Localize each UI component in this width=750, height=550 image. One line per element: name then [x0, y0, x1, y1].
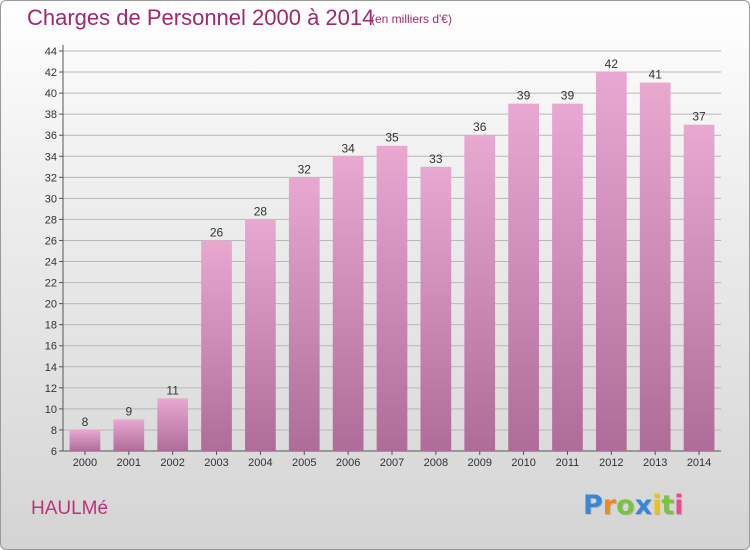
- labels: 6 8 10 12 14 16 18 20 22 24 26 28 30 32 34 36 38 40 42 44 8 2…: [45, 46, 712, 469]
- y-tick-label: 20: [45, 299, 57, 311]
- value-label-2008: 33: [429, 152, 443, 166]
- y-tick-label: 44: [45, 46, 57, 58]
- logo-letter: i: [674, 490, 684, 521]
- bar-2008: [420, 166, 452, 451]
- value-label-2009: 36: [473, 120, 487, 134]
- bar-2010: [508, 103, 539, 451]
- value-label-2014: 37: [692, 110, 706, 124]
- y-tick-label: 26: [45, 235, 57, 247]
- logo-letter: x: [634, 490, 653, 521]
- x-tick-label-2009: 2009: [467, 457, 491, 469]
- logo-letter: P: [583, 490, 603, 521]
- x-tick-label-2010: 2010: [511, 457, 535, 469]
- value-label-2013: 41: [649, 68, 663, 82]
- value-label-2001: 9: [125, 404, 132, 418]
- x-tick-label-2007: 2007: [380, 457, 404, 469]
- value-label-2002: 11: [166, 383, 179, 397]
- x-tick-label-2008: 2008: [424, 457, 448, 469]
- x-tick-label-2006: 2006: [336, 457, 360, 469]
- bar-2006: [332, 156, 364, 451]
- y-tick-label: 16: [45, 341, 57, 353]
- x-tick-label-2004: 2004: [248, 457, 272, 469]
- bar-2011: [552, 103, 583, 451]
- y-tick-label: 34: [45, 151, 57, 163]
- x-tick-label-2014: 2014: [687, 457, 711, 469]
- bar-2004: [245, 219, 276, 451]
- proxiti-logo[interactable]: Proxiti: [583, 490, 684, 521]
- value-label-2011: 39: [561, 89, 575, 103]
- bar-2009: [464, 135, 496, 452]
- y-tick-label: 42: [45, 67, 57, 79]
- x-tick-label-2003: 2003: [204, 457, 228, 469]
- value-label-2004: 28: [254, 204, 268, 218]
- logo-letter: o: [616, 490, 635, 521]
- y-tick-label: 36: [45, 130, 57, 142]
- y-tick-label: 28: [45, 214, 57, 226]
- place-name: HAULMé: [31, 498, 109, 519]
- y-tick-label: 6: [51, 446, 57, 458]
- logo-letter: i: [652, 490, 662, 521]
- chart-unit-label: (en milliers d'€): [371, 12, 452, 26]
- logo-letter: r: [602, 490, 617, 521]
- y-tick-label: 40: [45, 88, 57, 100]
- x-tick-label-2002: 2002: [160, 457, 184, 469]
- y-tick-label: 12: [45, 383, 57, 395]
- x-tick-label-2011: 2011: [556, 457, 580, 469]
- bar-2001: [113, 419, 145, 451]
- bar-2007: [376, 145, 408, 451]
- y-tick-label: 22: [45, 278, 57, 290]
- bar-2002: [157, 398, 189, 451]
- logo-letter: t: [661, 490, 675, 521]
- bar-2000: [69, 429, 101, 451]
- value-label-2006: 34: [341, 141, 355, 155]
- x-tick-label-2013: 2013: [643, 457, 667, 469]
- bar-2005: [288, 177, 320, 451]
- x-tick-label-2005: 2005: [292, 457, 316, 469]
- y-tick-label: 18: [45, 320, 57, 332]
- value-label-2007: 35: [385, 131, 399, 145]
- bar-2014: [683, 124, 715, 452]
- bar-2012: [595, 72, 627, 451]
- value-label-2012: 42: [605, 57, 619, 71]
- chart-title: Charges de Personnel 2000 à 2014: [27, 5, 375, 30]
- value-label-2000: 8: [82, 415, 89, 429]
- value-label-2005: 32: [298, 162, 312, 176]
- bar-2003: [201, 240, 232, 451]
- y-tick-label: 38: [45, 109, 57, 121]
- x-tick-label-2001: 2001: [117, 457, 141, 469]
- y-tick-label: 10: [45, 404, 57, 416]
- x-tick-label-2012: 2012: [599, 457, 623, 469]
- value-label-2010: 39: [517, 89, 531, 103]
- y-tick-label: 8: [51, 425, 57, 437]
- x-tick-label-2000: 2000: [73, 457, 97, 469]
- y-tick-label: 30: [45, 193, 57, 205]
- bar-2013: [639, 82, 671, 451]
- y-tick-label: 14: [45, 362, 57, 374]
- value-label-2003: 26: [210, 225, 224, 239]
- y-tick-label: 24: [45, 257, 57, 269]
- y-tick-label: 32: [45, 172, 57, 184]
- bars: [69, 72, 715, 452]
